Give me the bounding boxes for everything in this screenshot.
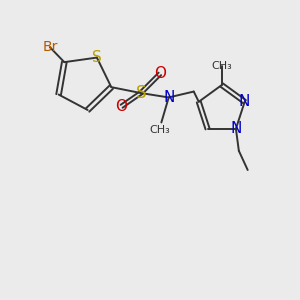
Text: S: S — [136, 84, 146, 102]
Text: N: N — [239, 94, 250, 109]
Text: O: O — [116, 99, 128, 114]
Text: CH₃: CH₃ — [211, 61, 232, 71]
Text: O: O — [154, 66, 166, 81]
Text: CH₃: CH₃ — [149, 125, 170, 135]
Text: Br: Br — [42, 40, 58, 54]
Text: N: N — [163, 90, 174, 105]
Text: N: N — [230, 121, 242, 136]
Text: S: S — [92, 50, 102, 65]
